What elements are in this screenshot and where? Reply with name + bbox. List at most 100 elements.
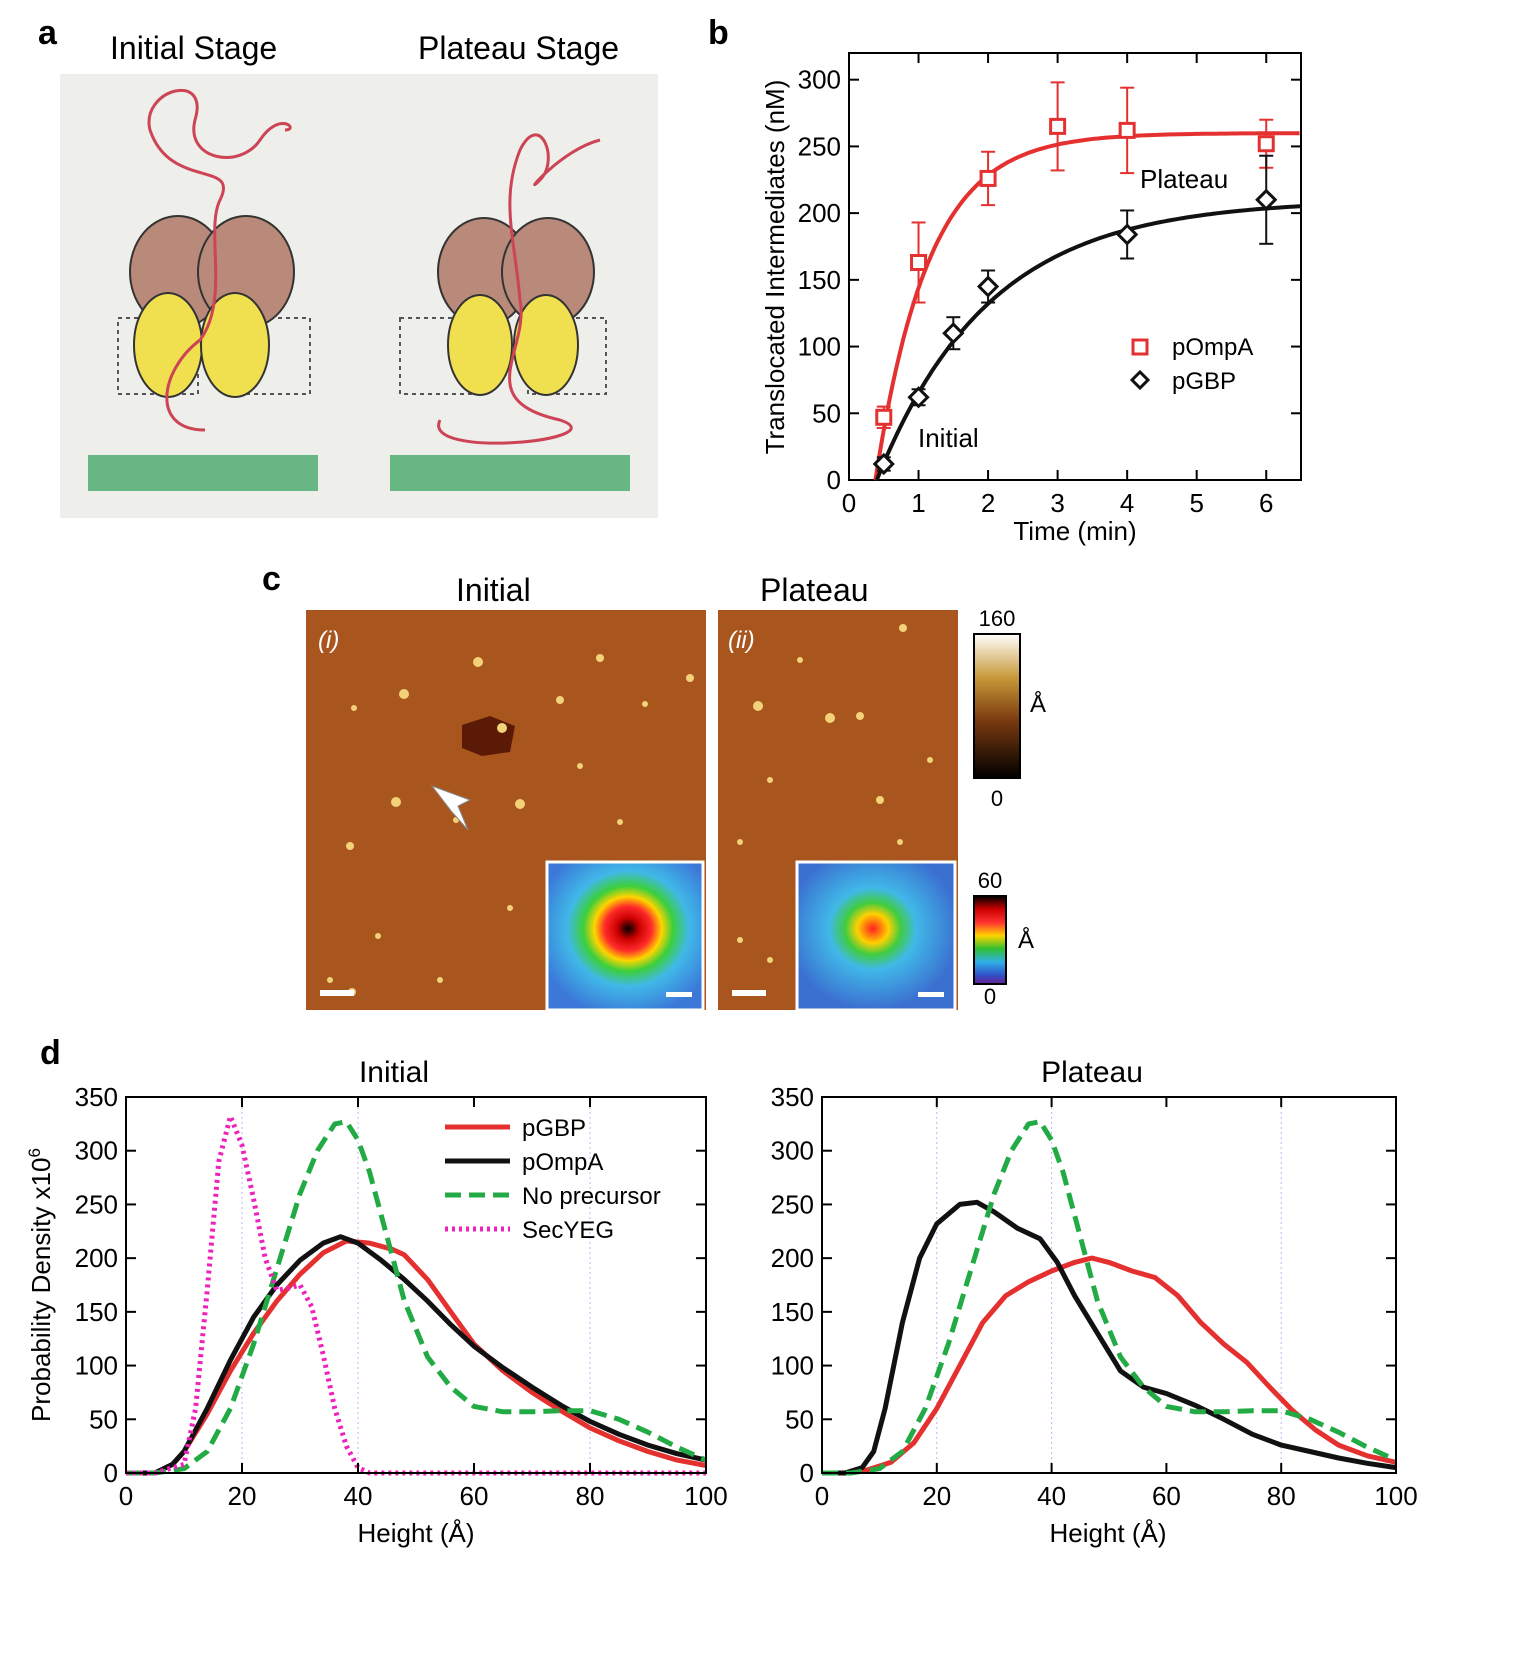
ytick-label-250: 250: [771, 1189, 814, 1219]
panel-a-label: a: [38, 14, 57, 52]
arrowhead-icon: [430, 784, 472, 831]
xtick-label-0: 0: [119, 1481, 133, 1511]
colorscale-afm-unit: Å: [1030, 690, 1046, 718]
ytick-label-150: 150: [798, 265, 841, 295]
inset-scalebar-initial: [666, 992, 692, 997]
xtick-label-20: 20: [228, 1481, 257, 1511]
ytick-label-50: 50: [89, 1404, 118, 1434]
xtick-label-100: 100: [1374, 1481, 1417, 1511]
chart-b-ylabel: Translocated Intermediates (nM): [760, 80, 790, 455]
ytick-label-150: 150: [771, 1297, 814, 1327]
fit-curve-pompa: [873, 131, 1300, 481]
panel-a-left-title: Initial Stage: [110, 30, 278, 66]
ytick-label-50: 50: [785, 1404, 814, 1434]
chart-d1-xlabel: Height (Å): [357, 1518, 474, 1548]
panel-b-label: b: [708, 14, 729, 52]
ytick-label-0: 0: [800, 1458, 814, 1488]
secA-secyeg-complex-plateau: [390, 133, 630, 491]
chart-d1-title: Initial: [359, 1056, 429, 1089]
legend-label-noprecursor-d: No precursor: [522, 1183, 661, 1210]
chart-d1-ylabel-main: Probability Density x10: [26, 1158, 56, 1422]
point-pgbp-1: [907, 386, 930, 409]
xtick-label-6: 6: [1259, 488, 1273, 518]
ytick-label-300: 300: [771, 1136, 814, 1166]
xtick-label-1: 1: [911, 488, 925, 518]
chart-b-xlabel: Time (min): [1013, 516, 1136, 546]
secA-secyeg-complex-initial: [88, 89, 318, 491]
ytick-label-200: 200: [798, 198, 841, 228]
afm-inset-initial: [545, 860, 705, 1012]
xtick-label-60: 60: [460, 1481, 489, 1511]
panel-c-right-title: Plateau: [760, 572, 869, 608]
afm-pore-feature: [462, 716, 515, 756]
afm-scalebar-initial: [320, 990, 354, 996]
point-pgbp-4: [1116, 223, 1139, 246]
point-pompa-1: [910, 253, 928, 271]
point-pompa-0: [875, 408, 893, 426]
colorscale-inset-min: 0: [984, 984, 996, 1009]
xtick-label-3: 3: [1050, 488, 1064, 518]
legend-label-pompa-d: pOmpA: [522, 1149, 603, 1176]
point-pgbp-5: [1255, 188, 1278, 211]
legend-label-pompa: pOmpA: [1172, 334, 1253, 361]
ytick-label-100: 100: [771, 1351, 814, 1381]
afm-particles: [327, 624, 933, 996]
point-pompa-5: [1257, 135, 1275, 153]
colorscale-afm-max: 160: [979, 606, 1016, 631]
xtick-label-5: 5: [1189, 488, 1203, 518]
colorscale-inset-unit: Å: [1018, 926, 1034, 954]
chart-b-legend: pOmpA pGBP: [1129, 334, 1253, 395]
point-pgbp-3: [976, 275, 1000, 298]
panel-a-right-title: Plateau Stage: [418, 30, 620, 66]
ytick-label-50: 50: [812, 398, 841, 428]
d2-line-pompa: [822, 1199, 1397, 1476]
chart-d1-ylabel: Probability Density x106: [25, 1148, 56, 1422]
xtick-label-40: 40: [344, 1481, 373, 1511]
colorscale-inset-max: 60: [978, 868, 1002, 893]
legend-label-pgbp: pGBP: [1172, 368, 1236, 395]
xtick-label-80: 80: [1267, 1481, 1296, 1511]
d2-line-pgbp: [822, 1255, 1397, 1476]
ytick-label-250: 250: [75, 1189, 118, 1219]
point-pgbp-0: [872, 452, 895, 476]
chart-b-annotation-initial: Initial: [918, 423, 979, 453]
xtick-label-100: 100: [684, 1481, 727, 1511]
xtick-label-0: 0: [815, 1481, 829, 1511]
chart-b-annotation-plateau: Plateau: [1140, 164, 1228, 194]
colorscale-afm-min: 0: [991, 786, 1003, 811]
ytick-label-0: 0: [104, 1458, 118, 1488]
chart-d1-legend: pGBP pOmpA No precursor SecYEG: [445, 1115, 661, 1244]
xtick-label-60: 60: [1152, 1481, 1181, 1511]
height-colorscale-inset: [973, 895, 1007, 985]
panel-c-label: c: [262, 560, 281, 598]
ytick-label-100: 100: [75, 1351, 118, 1381]
xtick-label-4: 4: [1120, 488, 1134, 518]
xtick-label-2: 2: [981, 488, 995, 518]
ytick-label-300: 300: [75, 1136, 118, 1166]
legend-label-secyeg-d: SecYEG: [522, 1217, 614, 1244]
afm-scalebar-plateau: [732, 990, 766, 996]
ytick-label-300: 300: [798, 65, 841, 95]
d1-line-secyeg: [126, 1113, 706, 1476]
legend-marker-pompa: [1131, 338, 1149, 356]
ytick-label-350: 350: [771, 1082, 814, 1112]
ytick-label-350: 350: [75, 1082, 118, 1112]
d1-line-pompa: [126, 1234, 707, 1476]
legend-marker-pgbp: [1129, 369, 1151, 391]
ytick-label-0: 0: [827, 465, 841, 495]
height-colorscale-afm: [973, 633, 1021, 779]
d2-line-no-precursor: [822, 1119, 1398, 1476]
afm-tag-plateau: (ii): [728, 627, 755, 654]
point-pompa-4: [1118, 121, 1136, 139]
xtick-label-80: 80: [576, 1481, 605, 1511]
ytick-label-250: 250: [798, 131, 841, 161]
ytick-label-100: 100: [798, 332, 841, 362]
point-pgbp-2: [942, 322, 965, 345]
inset-scalebar-plateau: [918, 992, 944, 997]
chart-d2-xlabel: Height (Å): [1049, 1518, 1166, 1548]
chart-b: 0 1 2 3 4 5 6 0 50 100 150 200 250 300 Time (min) Tra…: [760, 52, 1302, 546]
ytick-label-150: 150: [75, 1297, 118, 1327]
point-pompa-2: [979, 169, 997, 187]
xtick-label-40: 40: [1037, 1481, 1066, 1511]
d1-line-no-precursor: [126, 1119, 708, 1476]
